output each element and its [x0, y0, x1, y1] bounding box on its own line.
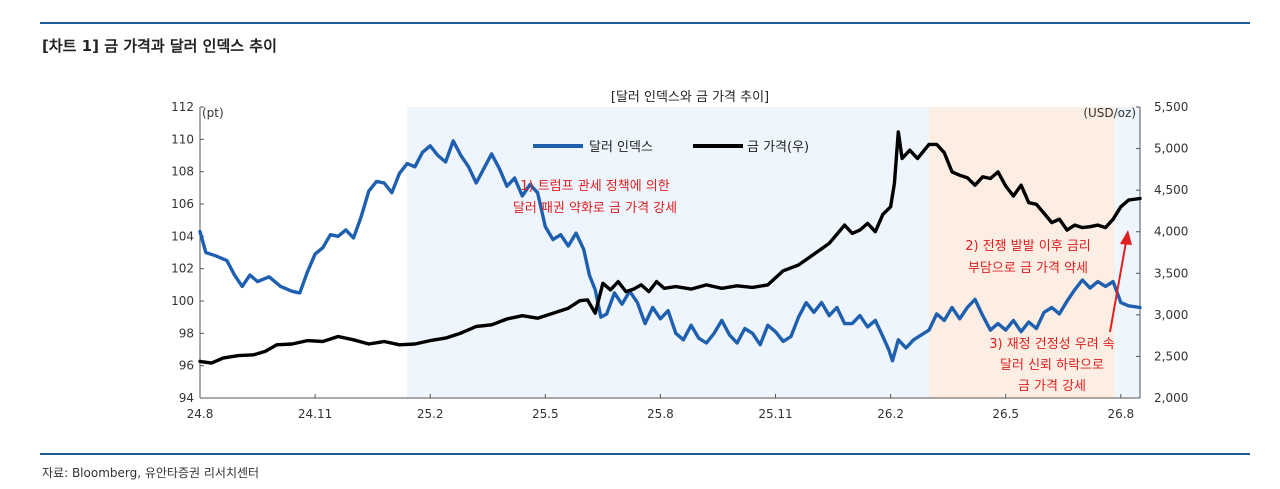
left-tick-label: 94 — [179, 391, 194, 405]
x-tick-label: 25.11 — [758, 407, 792, 421]
right-tick-label: 5,000 — [1154, 142, 1188, 156]
annotation-3-line-2: 달러 신뢰 하락으로 — [1000, 358, 1104, 373]
annotation-1-line-2: 달러 패권 약화로 금 가격 강세 — [513, 201, 677, 216]
right-axis-unit: (USD/oz) — [1083, 106, 1136, 120]
x-tick-label: 25.5 — [532, 407, 559, 421]
left-tick-label: 112 — [171, 100, 194, 114]
annotation-3-line-3: 금 가격 강세 — [1018, 379, 1086, 394]
left-tick-label: 98 — [179, 326, 194, 340]
x-tick-label: 26.2 — [877, 407, 904, 421]
shaded-period-1 — [407, 107, 929, 398]
left-tick-label: 106 — [171, 197, 194, 211]
gold-line — [198, 130, 1142, 365]
annotation-2-line-2: 부담으로 금 가격 약세 — [968, 261, 1088, 276]
legend: 달러 인덱스 금 가격(우) — [533, 140, 809, 155]
x-tick-label: 26.8 — [1107, 407, 1134, 421]
right-tick-label: 3,000 — [1154, 308, 1188, 322]
right-tick-label: 2,000 — [1154, 391, 1188, 405]
left-tick-label: 104 — [171, 229, 194, 243]
left-tick-label: 102 — [171, 262, 194, 276]
right-tick-label: 2,500 — [1154, 349, 1188, 363]
x-tick-label: 24.11 — [298, 407, 332, 421]
page-title: [차트 1] 금 가격과 달러 인덱스 추이 — [42, 37, 277, 55]
left-tick-label: 108 — [171, 165, 194, 179]
annotation-arrow — [1109, 230, 1132, 333]
dxy-line — [198, 139, 1142, 363]
right-tick-label: 5,500 — [1154, 100, 1188, 114]
annotation-3-line-1: 3) 재정 건정성 우려 속 — [989, 337, 1115, 352]
left-tick-label: 100 — [171, 294, 194, 308]
right-tick-label: 4,500 — [1154, 183, 1188, 197]
left-tick-label: 110 — [171, 132, 194, 146]
left-axis-unit: (pt) — [202, 106, 224, 120]
legend-label-dxy: 달러 인덱스 — [589, 140, 653, 155]
source-note: 자료: Bloomberg, 유안타증권 리서치센터 — [42, 466, 260, 480]
x-tick-label: 25.8 — [647, 407, 674, 421]
right-tick-label: 4,000 — [1154, 225, 1188, 239]
annotation-2-line-1: 2) 전쟁 발발 이후 금리 — [965, 239, 1091, 254]
x-tick-label: 25.2 — [417, 407, 444, 421]
chart-title: [달러 인덱스와 금 가격 추이] — [611, 90, 769, 105]
shaded-period-2 — [928, 107, 1116, 398]
annotation-arrow-head — [1120, 230, 1132, 245]
left-tick-label: 96 — [179, 359, 194, 373]
x-tick-label: 24.8 — [187, 407, 214, 421]
legend-label-gold: 금 가격(우) — [747, 140, 809, 155]
right-tick-label: 3,500 — [1154, 266, 1188, 280]
x-tick-label: 26.5 — [992, 407, 1019, 421]
annotation-arrow-shaft — [1109, 241, 1127, 333]
annotation-1-line-1: 1) 트럼프 관세 정책에 의한 — [520, 179, 670, 194]
shaded-period-3 — [1115, 107, 1140, 398]
bottom-rule — [40, 453, 1250, 455]
top-rule — [40, 22, 1250, 24]
